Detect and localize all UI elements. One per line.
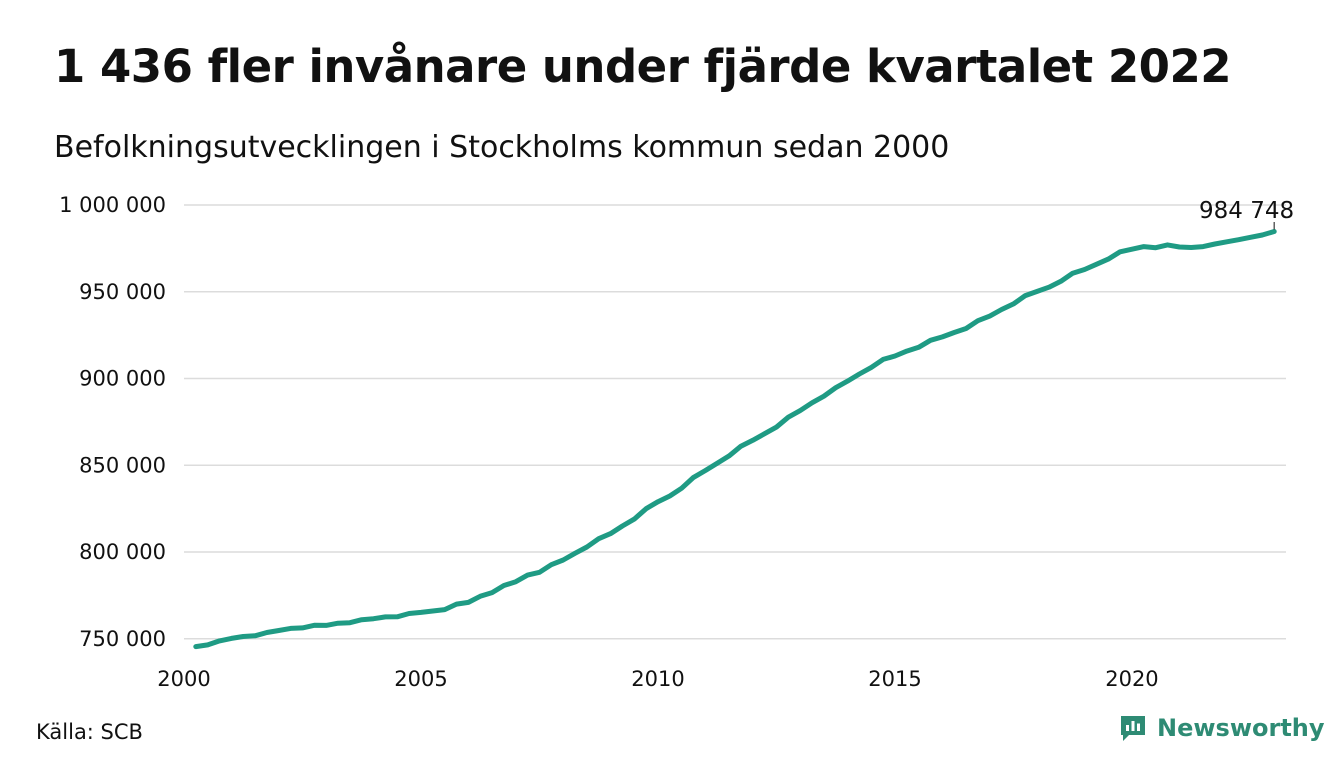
x-tick-label: 2020 (1105, 667, 1158, 691)
x-axis-ticks: 2000 2005 2010 2015 2020 (157, 667, 1158, 691)
chart-subtitle: Befolkningsutvecklingen i Stockholms kom… (54, 130, 950, 165)
source-note: Källa: SCB (36, 720, 143, 744)
brand-logo: Newsworthy (1118, 713, 1325, 743)
brand-name: Newsworthy (1157, 714, 1325, 742)
y-tick-label: 750 000 (79, 627, 166, 651)
line-chart: 1 000 000 950 000 900 000 850 000 800 000 750… (59, 193, 1294, 691)
y-tick-label: 850 000 (79, 453, 166, 477)
y-tick-label: 800 000 (79, 540, 166, 564)
end-value-label: 984 748 (1199, 198, 1294, 224)
series-group (193, 229, 1277, 650)
chart-title: 1 436 fler invånare under fjärde kvartal… (54, 40, 1232, 93)
x-tick-label: 2010 (631, 667, 684, 691)
gridlines (184, 204, 1286, 640)
annotations: 984 748 (1199, 198, 1294, 230)
x-tick-label: 2015 (868, 667, 921, 691)
newsworthy-logo-icon (1121, 716, 1145, 741)
y-tick-label: 1 000 000 (59, 193, 166, 217)
y-tick-label: 950 000 (79, 280, 166, 304)
y-axis-ticks: 1 000 000 950 000 900 000 850 000 800 000 750… (59, 193, 166, 651)
x-tick-label: 2005 (394, 667, 447, 691)
y-tick-label: 900 000 (79, 367, 166, 391)
x-tick-label: 2000 (157, 667, 210, 691)
series-line (193, 229, 1277, 650)
